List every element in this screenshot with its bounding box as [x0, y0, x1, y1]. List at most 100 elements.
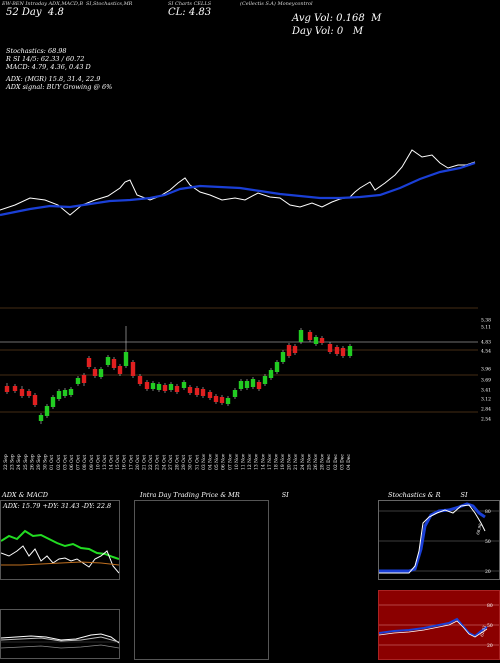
rsi-level-20: 20: [487, 643, 493, 649]
date-tick-label: 20 Nov: [287, 453, 293, 470]
stoch-k-line: [379, 504, 486, 574]
bull-candle: [123, 352, 129, 366]
date-tick-label: 23 Sep: [10, 454, 16, 470]
price-tick-label: 3.41: [481, 388, 491, 394]
rsi-readout: R SI 14/5: 62.33 / 60.72: [6, 55, 85, 63]
stoch-level-50: 50: [485, 539, 491, 545]
date-tick-label: 15 Oct: [115, 455, 121, 470]
macd-readout: MACD: 4.79, 4.36, 0.43 D: [6, 63, 91, 71]
rsi-line-white: [378, 620, 488, 638]
adx-macd-title: ADX & MACD: [2, 491, 48, 499]
date-tick-label: 09 Oct: [89, 455, 95, 470]
date-tick-label: 23 Oct: [155, 455, 161, 470]
date-tick-label: 16 Oct: [122, 455, 128, 470]
adx-signal-readout: ADX signal: BUY Growing @ 6%: [6, 83, 113, 91]
price-line: [0, 149, 476, 216]
stochastics-readout: Stochastics: 68.98: [6, 47, 67, 55]
rsi-level-80: 80: [487, 603, 493, 609]
bear-candle: [130, 362, 136, 376]
stoch-title: Stochastics & R SI: [388, 491, 468, 499]
date-tick-label: 10 Nov: [234, 453, 240, 470]
date-tick-label: 13 Nov: [254, 453, 260, 470]
bear-candle: [194, 388, 200, 395]
bear-candle: [81, 375, 87, 383]
bear-candle: [319, 338, 325, 343]
macd-panel: [0, 609, 120, 659]
rsi-value: 62.33: [479, 624, 487, 637]
date-tick-label: 14 Nov: [260, 453, 266, 470]
bear-candle: [92, 369, 98, 376]
intraday-panel: [134, 500, 269, 660]
bear-candle: [86, 358, 92, 367]
bull-candle: [98, 369, 104, 377]
bull-candle: [168, 384, 174, 390]
bull-candle: [238, 381, 244, 389]
date-tick-label: 17 Nov: [267, 453, 273, 470]
bear-candle: [26, 391, 32, 396]
bull-candle: [232, 390, 238, 397]
bear-candle: [32, 395, 38, 405]
date-tick-label: 12 Nov: [247, 453, 253, 470]
price-tick-label: 4.54: [481, 349, 491, 355]
price-tick-label: 5.11: [481, 325, 491, 331]
date-tick-label: 26 Nov: [313, 453, 319, 470]
date-tick-label: 28 Nov: [320, 453, 326, 470]
date-tick-label: 02 Dec: [333, 454, 339, 470]
close-readout: CL: 4.83: [168, 7, 212, 18]
price-tick-label: 3.12: [481, 397, 491, 403]
date-tick-label: 22 Oct: [148, 455, 154, 470]
bear-candle: [213, 396, 219, 402]
date-tick-label: 10 Oct: [95, 455, 101, 470]
date-tick-label: 30 Oct: [188, 455, 194, 470]
date-tick-label: 25 Sep: [23, 454, 29, 470]
date-tick-label: 02 Oct: [56, 455, 62, 470]
adx-panel-readout: ADX: 15.79 +DY: 31.43 -DY: 22.8: [3, 502, 112, 510]
bear-candle: [340, 348, 346, 356]
bear-candle: [334, 347, 340, 354]
bear-candle: [12, 386, 18, 391]
bull-candle: [244, 381, 250, 388]
date-tick-label: 21 Oct: [142, 455, 148, 470]
bull-candle: [181, 382, 187, 388]
rsi-panel: 80 50 20 62.33: [378, 590, 500, 660]
date-tick-label: 03 Nov: [201, 453, 207, 470]
date-tick-label: 29 Oct: [181, 455, 187, 470]
price-tick-label: 5.38: [481, 318, 491, 324]
bear-candle: [144, 382, 150, 389]
bear-candle: [200, 389, 206, 396]
date-tick-label: 07 Nov: [227, 453, 233, 470]
date-tick-label: 07 Oct: [76, 455, 82, 470]
header-company: (Cellectis S.A) Moneycontrol: [240, 1, 313, 7]
date-tick-label: 06 Nov: [221, 453, 227, 470]
stoch-level-20: 20: [485, 569, 491, 575]
date-tick-label: 21 Nov: [293, 453, 299, 470]
bear-candle: [187, 387, 193, 393]
date-tick-label: 24 Oct: [161, 455, 167, 470]
day-vol-readout: Day Vol: 0 M: [292, 26, 364, 37]
stoch-level-80: 80: [485, 509, 491, 515]
bull-candle: [262, 376, 268, 384]
date-tick-label: 01 Oct: [49, 455, 55, 470]
date-tick-label: 11 Nov: [240, 453, 246, 470]
indicator-readouts: Stochastics: 68.98 R SI 14/5: 62.33 / 60…: [6, 47, 112, 91]
ema-line: [0, 161, 476, 217]
bull-candle: [298, 330, 304, 342]
date-tick-label: 04 Nov: [207, 453, 213, 470]
date-tick-label: 08 Oct: [82, 455, 88, 470]
bear-candle: [4, 386, 10, 392]
date-tick-label: 13 Oct: [102, 455, 108, 470]
date-tick-label: 26 Sep: [29, 454, 35, 470]
date-tick-label: 06 Oct: [69, 455, 75, 470]
bull-candle: [250, 379, 256, 387]
bull-candle: [268, 370, 274, 378]
bear-candle: [219, 397, 225, 403]
date-tick-label: 31 Oct: [194, 455, 200, 470]
date-tick-label: 20 Oct: [135, 455, 141, 470]
bull-candle: [44, 406, 50, 416]
bear-candle: [292, 346, 298, 353]
bull-candle: [68, 389, 74, 395]
date-tick-label: 28 Oct: [175, 455, 181, 470]
bear-candle: [137, 376, 143, 384]
price-tick-label: 2.84: [481, 407, 491, 413]
adx-readout: ADX: (MGR) 15.8, 31.4, 22.9: [6, 75, 101, 83]
